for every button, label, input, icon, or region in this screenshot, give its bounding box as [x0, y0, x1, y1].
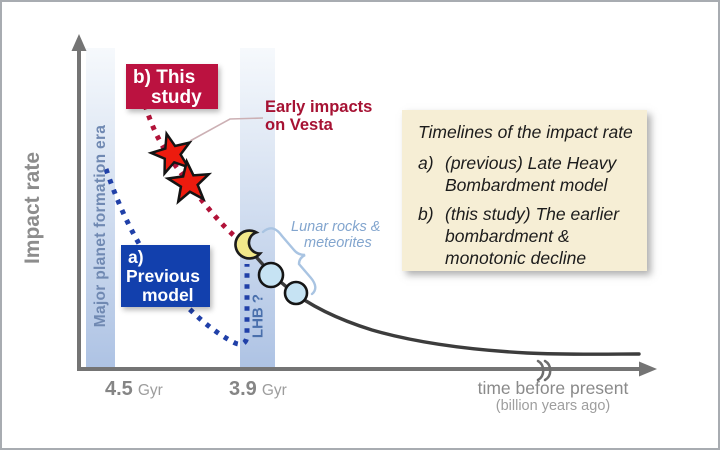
legend-item-a: a) (previous) Late Heavy Bombardment mod… [418, 152, 641, 196]
vesta-impact-star-icon [164, 157, 213, 205]
lunar-sample-icon [283, 280, 309, 306]
lhb-band [240, 48, 275, 367]
lunar-sample-icon [257, 261, 285, 289]
legend-item-b: b) (this study) The earlier bombardment … [418, 203, 641, 269]
lunar-brace-icon [261, 227, 317, 296]
tick-3-9-unit: Gyr [261, 382, 287, 399]
legend-item-a-text: (previous) Late Heavy Bombardment model [445, 153, 617, 195]
this-study-line1: b) This [133, 67, 196, 88]
lunar-annotation: Lunar rocks & meteorites [291, 219, 380, 251]
tick-3-9-value: 3.9 [229, 378, 257, 400]
vesta-annotation-line1: Early impacts [265, 98, 373, 116]
y-axis [71, 34, 87, 367]
vesta-callout-line [189, 117, 264, 142]
this-study-line2: study [151, 87, 202, 108]
vesta-annotation-line2: on Vesta [265, 116, 333, 134]
tick-4-5-unit: Gyr [137, 382, 163, 399]
this-study-curve [142, 104, 247, 247]
previous-model-line2: Previous [126, 266, 200, 286]
tick-4-5-gyr: 4.5 Gyr [105, 378, 163, 401]
legend-title: Timelines of the impact rate [418, 122, 633, 142]
lunar-annotation-line2: meteorites [304, 235, 372, 251]
planet-formation-band-label: Major planet formation era [92, 124, 109, 328]
x-axis-subtitle: (billion years ago) [495, 398, 611, 414]
planet-formation-band [86, 48, 115, 367]
axis-break-icon [536, 359, 552, 382]
previous-model-line3: model [142, 285, 194, 305]
lhb-band-label: LHB ? [249, 293, 267, 339]
previous-model-curve [103, 168, 250, 347]
tick-3-9-gyr: 3.9 Gyr [229, 378, 287, 401]
tick-4-5-value: 4.5 [105, 378, 133, 400]
moon-icon [234, 229, 263, 260]
vesta-annotation: Early impacts on Vesta [265, 98, 372, 134]
y-axis-arrow-icon [71, 34, 87, 51]
this-study-box: b) This study [126, 64, 218, 109]
x-axis-title: time before present [477, 378, 629, 398]
legend-box: Timelines of the impact rate a) (previou… [402, 110, 647, 271]
legend-item-b-text: (this study) The earlier bombardment & m… [445, 204, 620, 268]
vesta-impact-star-icon [147, 130, 193, 177]
x-axis [77, 361, 657, 377]
previous-model-box: a) Previous model [121, 245, 210, 307]
lunar-annotation-line1: Lunar rocks & [291, 219, 381, 235]
observed-decline-curve [249, 249, 641, 356]
legend-item-a-marker: a) [418, 153, 434, 173]
x-axis-arrow-icon [639, 361, 657, 377]
previous-model-line1: a) [128, 247, 144, 267]
legend-item-b-marker: b) [418, 204, 434, 224]
y-axis-label: Impact rate [21, 151, 44, 265]
